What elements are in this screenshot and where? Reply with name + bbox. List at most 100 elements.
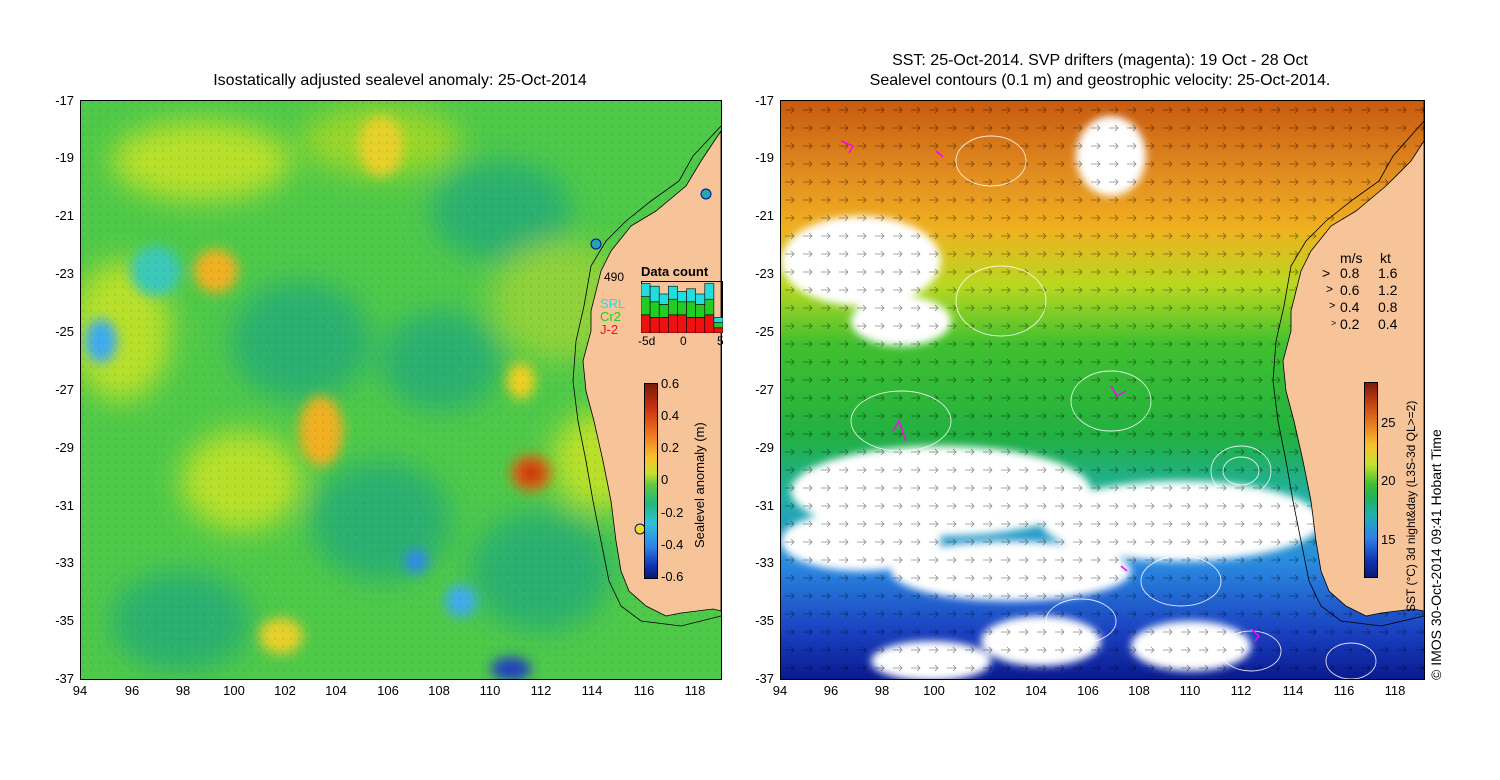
velocity-kt-value: 1.2 — [1378, 282, 1398, 298]
y-tick-label: -37 — [55, 671, 74, 686]
y-tick-label: -23 — [755, 266, 774, 281]
data-count-x-tick: -5d — [638, 334, 656, 348]
x-tick-label: 102 — [274, 683, 296, 698]
svp-drifter-tracks — [840, 140, 1261, 642]
histogram-bar-j-2 — [658, 317, 669, 333]
x-tick-label: 104 — [325, 683, 347, 698]
histogram-bar-srl — [641, 283, 651, 297]
x-tick-label: 100 — [223, 683, 245, 698]
tide-gauge-marker[interactable] — [700, 188, 712, 200]
velocity-kt-value: 0.4 — [1378, 316, 1398, 332]
y-tick-label: -31 — [755, 498, 774, 513]
y-tick-label: -27 — [55, 382, 74, 397]
histogram-bar-srl — [704, 283, 715, 300]
velocity-ms-value: 0.4 — [1340, 299, 1360, 315]
x-tick-label: 96 — [823, 683, 839, 698]
histogram-bar-j-2 — [641, 314, 651, 333]
histogram-bar-srl — [695, 293, 706, 305]
y-tick-label: -33 — [755, 555, 774, 570]
y-tick-label: -33 — [55, 555, 74, 570]
y-tick-label: -37 — [755, 671, 774, 686]
histogram-bar-j-2 — [686, 317, 696, 333]
velocity-ms-value: 0.2 — [1340, 316, 1360, 332]
histogram-bar-srl — [677, 291, 687, 303]
sealevel-contours — [850, 135, 1377, 679]
sst-colorbar — [1364, 382, 1378, 578]
histogram-bar-cr2 — [677, 301, 687, 316]
x-tick-label: 110 — [1179, 683, 1201, 698]
y-tick-label: -25 — [55, 324, 74, 339]
histogram-bar-cr2 — [686, 301, 696, 318]
histogram-bar-cr2 — [641, 296, 651, 316]
x-tick-label: 102 — [974, 683, 996, 698]
mission-label-cr2: Cr2 — [600, 309, 621, 324]
histogram-bar-j-2 — [704, 314, 715, 333]
y-tick-label: -27 — [755, 382, 774, 397]
x-tick-label: 118 — [684, 683, 706, 698]
x-tick-label: 110 — [479, 683, 501, 698]
y-tick-label: -17 — [755, 93, 774, 108]
sealevel-colorbar — [644, 383, 658, 579]
histogram-bar-j-2 — [677, 314, 687, 333]
colorbar-tick: 0.2 — [661, 440, 680, 455]
y-tick-label: -29 — [55, 440, 74, 455]
x-tick-label: 106 — [377, 683, 399, 698]
y-tick-label: -23 — [55, 266, 74, 281]
mission-label-j2: J-2 — [600, 322, 619, 337]
x-tick-label: 98 — [175, 683, 191, 698]
x-tick-label: 114 — [581, 683, 603, 698]
sst-colorbar-label: SST (°C) 3d night&day (L3S-3d QL>=2) — [1404, 400, 1418, 612]
velocity-unit-kt: kt — [1380, 250, 1391, 266]
y-tick-label: -21 — [755, 208, 774, 223]
x-tick-label: 98 — [874, 683, 890, 698]
histogram-bar-j-2 — [649, 317, 660, 333]
colorbar-tick: 0.4 — [661, 408, 680, 423]
histogram-bar-cr2 — [649, 301, 660, 318]
y-tick-label: -19 — [755, 150, 774, 165]
velocity-arrow-icon: > — [1329, 300, 1336, 312]
histogram-bar-j-2 — [695, 317, 706, 333]
histogram-bar-cr2 — [695, 304, 706, 318]
sst-map[interactable] — [780, 100, 1425, 680]
x-tick-label: 94 — [772, 683, 788, 698]
velocity-unit-ms: m/s — [1340, 250, 1363, 266]
left-map-title: Isostatically adjusted sealevel anomaly:… — [213, 72, 587, 89]
histogram-bar-j-2 — [668, 314, 678, 333]
histogram-bar-cr2 — [658, 304, 669, 318]
histogram-bar-cr2 — [668, 298, 678, 316]
velocity-kt-value: 1.6 — [1378, 265, 1398, 281]
x-tick-label: 116 — [1333, 683, 1355, 698]
histogram-bar-srl — [649, 285, 660, 303]
colorbar-tick: 20 — [1381, 473, 1396, 488]
sst-field — [781, 101, 1424, 679]
x-tick-label: 100 — [923, 683, 945, 698]
y-tick-label: -31 — [55, 498, 74, 513]
colorbar-tick: 15 — [1381, 532, 1396, 547]
x-tick-label: 94 — [72, 683, 88, 698]
sealevel-anomaly-map[interactable] — [80, 100, 722, 680]
x-tick-label: 104 — [1025, 683, 1047, 698]
histogram-bar-srl — [658, 293, 669, 305]
x-tick-label: 108 — [428, 683, 450, 698]
x-tick-label: 112 — [530, 683, 552, 698]
y-tick-label: -17 — [55, 93, 74, 108]
colorbar-tick: -0.4 — [661, 537, 684, 552]
right-map-title-line2: Sealevel contours (0.1 m) and geostrophi… — [869, 72, 1331, 89]
histogram-bar-srl — [713, 317, 723, 323]
histogram-bar-j-2 — [713, 327, 723, 333]
velocity-arrow-icon: > — [1322, 265, 1331, 281]
colorbar-tick: 0 — [661, 472, 669, 487]
x-tick-label: 108 — [1128, 683, 1150, 698]
x-tick-label: 116 — [633, 683, 655, 698]
histogram-bar-srl — [668, 285, 678, 300]
x-tick-label: 96 — [124, 683, 140, 698]
velocity-ms-value: 0.6 — [1340, 282, 1360, 298]
histogram-bar-cr2 — [704, 298, 715, 316]
y-tick-label: -29 — [755, 440, 774, 455]
tide-gauge-marker[interactable] — [590, 238, 602, 250]
colorbar-tick: -0.6 — [661, 569, 684, 584]
data-count-title: Data count — [641, 264, 709, 279]
sealevel-anomaly-field — [81, 101, 721, 679]
velocity-arrow-icon: > — [1326, 282, 1334, 296]
y-tick-label: -21 — [55, 208, 74, 223]
